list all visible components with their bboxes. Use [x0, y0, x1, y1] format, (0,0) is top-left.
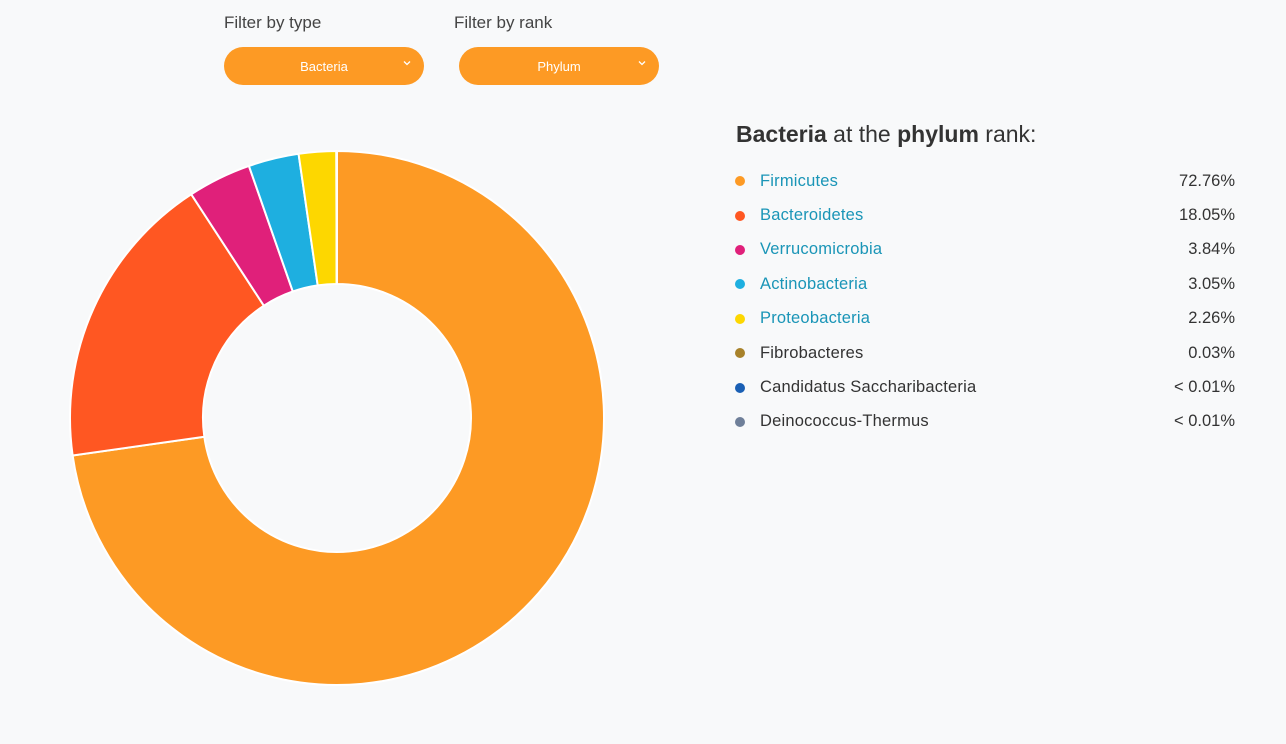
legend-item-percent: 3.84% — [1188, 240, 1235, 259]
legend-title-rank: phylum — [897, 121, 979, 147]
legend-item-percent: 0.03% — [1188, 343, 1235, 362]
legend-dot-icon — [735, 313, 745, 324]
chevron-down-icon — [638, 61, 646, 66]
donut-slice-bacteroidetes[interactable] — [69, 192, 266, 457]
legend-dot-icon — [735, 279, 745, 290]
legend-item-bacteroidetes[interactable]: Bacteroidetes 18.05% — [735, 198, 1235, 232]
filter-type-label: Filter by type — [224, 13, 322, 32]
legend-item-name[interactable]: Verrucomicrobia — [760, 240, 883, 259]
legend-item-percent: < 0.01% — [1173, 378, 1235, 397]
legend-title-end: rank: — [978, 121, 1037, 147]
rank-select-value: Phylum — [537, 58, 581, 74]
type-select-value: Bacteria — [300, 58, 348, 74]
donut-chart — [69, 149, 605, 686]
legend-item-firmicutes[interactable]: Firmicutes 72.76% — [735, 164, 1235, 198]
legend-item-name[interactable]: Bacteroidetes — [760, 206, 864, 225]
legend-item-name[interactable]: Proteobacteria — [760, 309, 871, 328]
legend-title-mid: at the — [826, 121, 898, 147]
legend-title: Bacteria at the phylum rank: — [736, 121, 1036, 148]
legend-dot-icon — [735, 176, 745, 187]
legend-dot-icon — [735, 348, 745, 359]
legend-item-name: Candidatus Saccharibacteria — [760, 378, 977, 397]
legend-item-actinobacteria[interactable]: Actinobacteria 3.05% — [735, 267, 1235, 301]
legend-dot-icon — [735, 416, 745, 427]
chevron-down-icon — [403, 61, 411, 66]
legend-dot-icon — [735, 382, 745, 393]
legend-item-percent: 18.05% — [1179, 206, 1235, 225]
legend-item-deinococcus-thermus: Deinococcus-Thermus < 0.01% — [735, 405, 1235, 439]
legend-item-name[interactable]: Firmicutes — [760, 171, 839, 190]
legend-item-percent: 2.26% — [1188, 309, 1235, 328]
legend-item-name: Fibrobacteres — [760, 343, 864, 362]
legend-item-fibrobacteres: Fibrobacteres 0.03% — [735, 336, 1235, 370]
legend-item-percent: 72.76% — [1179, 171, 1235, 190]
filter-rank-label: Filter by rank — [454, 13, 553, 32]
donut-slice-firmicutes[interactable] — [71, 149, 605, 686]
legend-dot-icon — [735, 244, 745, 255]
legend-title-type: Bacteria — [736, 121, 827, 147]
legend-item-name[interactable]: Actinobacteria — [760, 274, 868, 293]
legend-item-verrucomicrobia[interactable]: Verrucomicrobia 3.84% — [735, 233, 1235, 267]
type-select[interactable]: Bacteria — [224, 47, 424, 85]
legend-item-percent: < 0.01% — [1173, 412, 1235, 431]
legend-item-name: Deinococcus-Thermus — [760, 412, 929, 431]
rank-select[interactable]: Phylum — [459, 47, 659, 85]
legend-item-candidatus-saccharibacteria: Candidatus Saccharibacteria < 0.01% — [735, 370, 1235, 404]
legend-item-percent: 3.05% — [1188, 274, 1235, 293]
legend-dot-icon — [735, 210, 745, 221]
legend-item-proteobacteria[interactable]: Proteobacteria 2.26% — [735, 302, 1235, 336]
legend-list: Firmicutes 72.76% Bacteroidetes 18.05% Verru… — [735, 164, 1235, 439]
